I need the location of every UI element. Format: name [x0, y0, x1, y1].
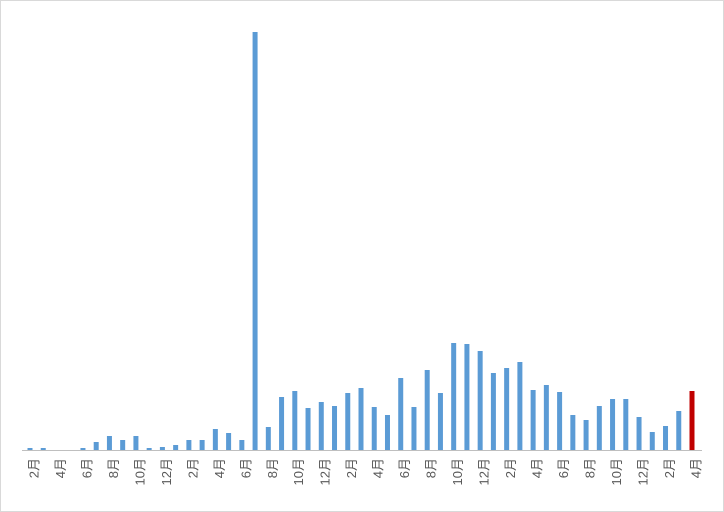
x-tick-label: 8月 [424, 458, 439, 478]
x-tick-label: 2月 [26, 458, 41, 478]
x-tick-label: 10月 [132, 458, 147, 485]
x-tick-label: 4月 [371, 458, 386, 478]
bar [40, 448, 46, 450]
bar [689, 391, 695, 450]
x-tick-label: 10月 [450, 458, 465, 485]
bar [292, 391, 298, 450]
bar [477, 351, 483, 450]
bar [543, 385, 549, 450]
bar [173, 445, 179, 450]
x-tick-label: 4月 [212, 458, 227, 478]
bar [27, 448, 33, 450]
bar [451, 343, 457, 450]
x-tick-label: 6月 [556, 458, 571, 478]
bar [596, 406, 602, 450]
x-tick-label: 12月 [477, 458, 492, 485]
bar [305, 408, 311, 450]
bar [411, 407, 417, 450]
x-tick-label: 6月 [79, 458, 94, 478]
bar [120, 440, 126, 450]
bar [398, 378, 404, 450]
bar [504, 368, 510, 450]
x-tick-label: 10月 [609, 458, 624, 485]
bar [146, 448, 152, 450]
bar [159, 447, 165, 450]
bar [371, 407, 377, 450]
bar [133, 436, 139, 450]
bar [663, 426, 669, 450]
x-tick-label: 10月 [291, 458, 306, 485]
bar [318, 402, 324, 450]
bar [636, 417, 642, 450]
x-tick-label: 8月 [106, 458, 121, 478]
bar [106, 436, 112, 450]
bar [332, 406, 338, 450]
bar [265, 427, 271, 450]
bar [570, 415, 576, 450]
bar [358, 388, 364, 450]
x-tick-label: 12月 [318, 458, 333, 485]
bar [345, 393, 351, 450]
x-tick-label: 2月 [503, 458, 518, 478]
bar [517, 362, 523, 450]
bar [557, 392, 563, 450]
x-tick-label: 12月 [159, 458, 174, 485]
bar [676, 411, 682, 450]
bar [239, 440, 245, 450]
bar [93, 442, 99, 450]
bar [583, 420, 589, 450]
x-tick-label: 4月 [530, 458, 545, 478]
x-tick-label: 8月 [583, 458, 598, 478]
x-tick-label: 4月 [53, 458, 68, 478]
bar [437, 393, 443, 450]
bar [610, 399, 616, 450]
x-tick-label: 8月 [265, 458, 280, 478]
bar [490, 373, 496, 450]
bar [649, 432, 655, 450]
bar [530, 390, 536, 450]
bar [226, 433, 232, 450]
x-tick-label: 12月 [635, 458, 650, 485]
bar [623, 399, 629, 450]
bar [186, 440, 192, 450]
x-tick-label: 6月 [397, 458, 412, 478]
bar [424, 370, 430, 450]
x-tick-label: 4月 [688, 458, 703, 478]
bar [212, 429, 218, 450]
bar [80, 448, 86, 450]
x-tick-label: 2月 [344, 458, 359, 478]
bar [384, 415, 390, 450]
x-tick-label: 6月 [238, 458, 253, 478]
bar [252, 32, 258, 450]
x-tick-label: 2月 [185, 458, 200, 478]
x-tick-label: 2月 [662, 458, 677, 478]
bar [199, 440, 205, 450]
bar [279, 397, 285, 450]
bar [464, 344, 470, 450]
